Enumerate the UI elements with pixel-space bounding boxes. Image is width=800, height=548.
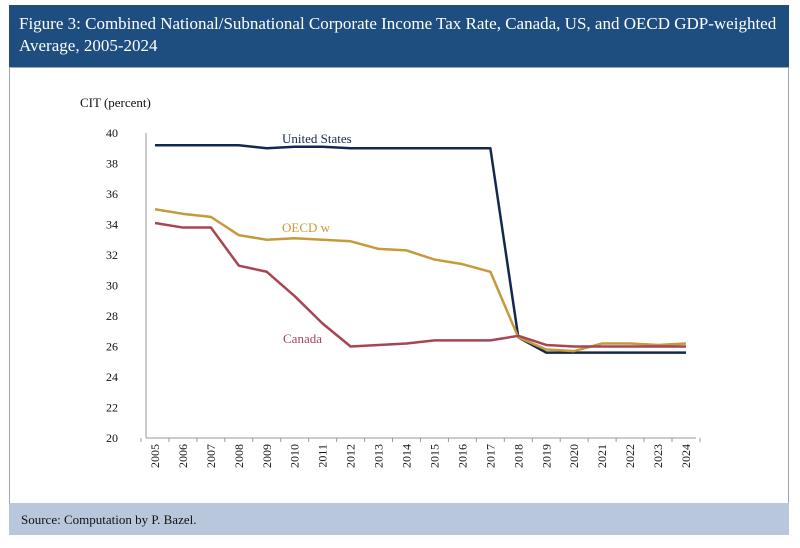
y-tick-label: 20	[106, 431, 118, 445]
x-tick-label: 2012	[344, 444, 358, 468]
y-tick-label: 36	[106, 187, 118, 201]
y-tick-label: 26	[106, 340, 118, 354]
x-tick-label: 2017	[483, 444, 497, 468]
series-line-oecd-w	[154, 208, 687, 353]
series-label: United States	[282, 131, 352, 146]
x-tick-label: 2005	[148, 444, 162, 468]
x-tick-label: 2006	[176, 444, 190, 468]
y-tick-label: 38	[106, 157, 118, 171]
x-tick-label: 2011	[316, 444, 330, 468]
series-line-canada	[154, 221, 686, 348]
y-tick-label: 22	[106, 401, 118, 415]
y-axis-label: CIT (percent)	[80, 95, 151, 110]
x-tick-label: 2009	[260, 444, 274, 468]
x-tick-label: 2018	[511, 444, 525, 468]
y-tick-label: 34	[106, 218, 118, 232]
x-tick-label: 2021	[595, 444, 609, 468]
x-tick-label: 2010	[288, 444, 302, 468]
y-tick-label: 28	[106, 309, 118, 323]
y-tick-label: 30	[106, 279, 118, 293]
series-line-united-states	[155, 143, 686, 354]
x-tick-label: 2008	[232, 444, 246, 468]
x-tick-label: 2020	[567, 444, 581, 468]
x-tick-label: 2024	[679, 444, 693, 468]
x-tick-label: 2015	[427, 444, 441, 468]
x-tick-label: 2022	[623, 444, 637, 468]
x-tick-label: 2014	[400, 444, 414, 468]
x-tick-label: 2023	[651, 444, 665, 468]
series-label: Canada	[283, 331, 322, 346]
series-label: OECD w	[282, 220, 331, 235]
source-note: Source: Computation by P. Bazel.	[9, 503, 789, 535]
x-tick-label: 2013	[372, 444, 386, 468]
x-tick-label: 2007	[204, 444, 218, 468]
figure-title: Figure 3: Combined National/Subnational …	[9, 5, 789, 67]
y-tick-label: 32	[106, 248, 118, 262]
x-tick-label: 2019	[539, 444, 553, 468]
y-tick-label: 40	[106, 126, 118, 140]
x-tick-label: 2016	[455, 444, 469, 468]
y-tick-label: 24	[106, 370, 118, 384]
